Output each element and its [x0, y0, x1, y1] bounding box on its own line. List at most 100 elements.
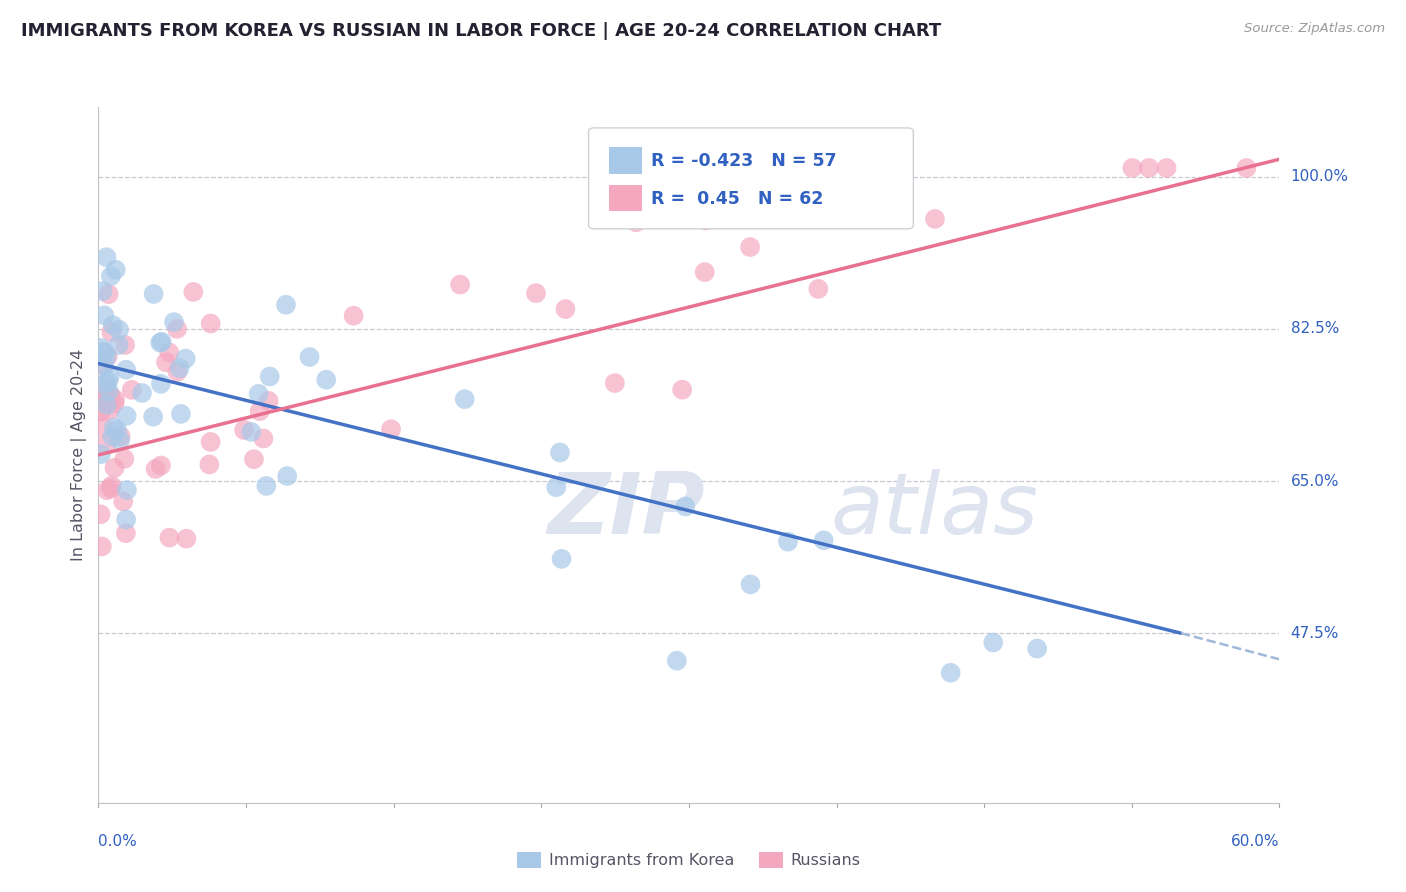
Text: 65.0%: 65.0% — [1291, 474, 1339, 489]
Point — [94, 438, 117, 452]
Point — [90, 540, 112, 554]
Point — [104, 262, 127, 277]
Point — [107, 338, 129, 352]
Point — [98, 370, 121, 384]
Point — [150, 334, 173, 349]
Point — [183, 285, 205, 299]
Point — [114, 338, 136, 352]
Point — [90, 341, 112, 355]
Point — [108, 323, 131, 337]
Point — [550, 552, 572, 566]
Point — [524, 286, 547, 301]
Text: Source: ZipAtlas.com: Source: ZipAtlas.com — [1244, 22, 1385, 36]
Point — [1137, 161, 1160, 175]
Point — [115, 512, 138, 526]
Text: 60.0%: 60.0% — [1232, 834, 1279, 849]
Point — [100, 325, 122, 339]
Point — [166, 322, 188, 336]
Point — [548, 445, 571, 459]
Point — [163, 315, 186, 329]
Point — [115, 526, 138, 541]
Point — [115, 362, 138, 376]
Point — [200, 317, 222, 331]
Text: 100.0%: 100.0% — [1291, 169, 1348, 184]
Point — [96, 483, 118, 498]
Point — [259, 369, 281, 384]
Point — [240, 425, 263, 439]
Point — [252, 432, 274, 446]
Point — [315, 373, 337, 387]
Bar — [609, 185, 641, 211]
Point — [96, 398, 118, 412]
Point — [813, 533, 835, 548]
Text: 82.5%: 82.5% — [1291, 321, 1339, 336]
Point — [254, 479, 277, 493]
Point — [554, 301, 576, 316]
FancyBboxPatch shape — [589, 128, 914, 229]
Point — [169, 361, 191, 376]
Point — [776, 534, 799, 549]
Point — [170, 407, 193, 421]
Point — [380, 422, 402, 436]
Point — [121, 383, 143, 397]
Point — [131, 386, 153, 401]
Point — [93, 344, 115, 359]
Point — [1236, 161, 1258, 175]
Point — [624, 215, 647, 229]
Point — [807, 282, 830, 296]
Point — [157, 345, 180, 359]
Point — [93, 421, 115, 435]
Point — [671, 383, 693, 397]
Point — [100, 269, 122, 284]
Point — [100, 482, 122, 496]
Point — [93, 346, 115, 360]
Point — [97, 375, 120, 389]
Point — [786, 192, 808, 206]
Point — [142, 287, 165, 301]
Point — [166, 365, 188, 379]
Point — [1026, 641, 1049, 656]
Point — [200, 434, 222, 449]
Point — [1121, 161, 1143, 175]
Point — [1156, 161, 1178, 175]
Point — [981, 635, 1004, 649]
Point — [149, 376, 172, 391]
Point — [101, 318, 124, 333]
Point — [276, 469, 298, 483]
Point — [101, 429, 124, 443]
Point — [96, 250, 118, 264]
Point — [150, 458, 173, 473]
Point — [103, 420, 125, 434]
Point — [159, 531, 181, 545]
Point — [695, 213, 717, 227]
Point — [91, 284, 114, 298]
Point — [665, 654, 688, 668]
Point — [94, 383, 117, 397]
Point — [115, 483, 138, 497]
Point — [603, 376, 626, 390]
Point — [93, 394, 115, 409]
Point — [100, 479, 122, 493]
Point — [155, 355, 177, 369]
Point — [90, 404, 112, 418]
Point — [108, 434, 131, 448]
Text: R = -0.423   N = 57: R = -0.423 N = 57 — [651, 152, 837, 169]
Point — [89, 404, 111, 418]
Point — [740, 577, 762, 591]
Point — [257, 393, 280, 408]
Bar — [609, 147, 641, 174]
Point — [115, 409, 138, 423]
Point — [243, 452, 266, 467]
Point — [198, 458, 221, 472]
Text: 0.0%: 0.0% — [98, 834, 138, 849]
Point — [103, 460, 125, 475]
Point — [174, 351, 197, 366]
Point — [454, 392, 477, 407]
Point — [298, 350, 321, 364]
Point — [112, 494, 135, 508]
Point — [449, 277, 471, 292]
Point — [939, 665, 962, 680]
Point — [103, 396, 125, 410]
Text: ZIP: ZIP — [547, 469, 704, 552]
Legend: Immigrants from Korea, Russians: Immigrants from Korea, Russians — [510, 846, 868, 875]
